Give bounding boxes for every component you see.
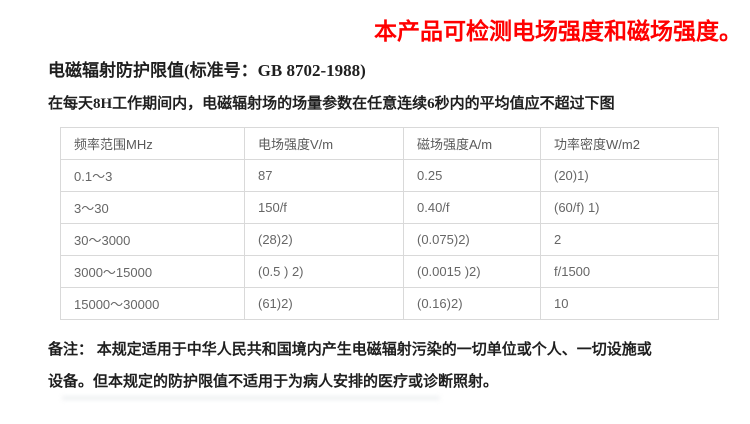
cell-frequency: 30～3000 [60,223,245,256]
header-magnetic-field: 磁场强度A/m [403,127,541,160]
radiation-limits-table: 频率范围MHz 电场强度V/m 磁场强度A/m 功率密度W/m2 0.1～3 8… [60,127,719,320]
cell-power-density: (60/f) 1) [540,191,719,224]
header-frequency-range: 频率范围MHz [60,127,245,160]
table-row: 15000～30000 (61)2) (0.16)2) 10 [60,287,719,320]
cell-power-density: 10 [540,287,719,320]
header-power-density: 功率密度W/m2 [540,127,719,160]
cell-magnetic-field: (0.075)2) [403,223,541,256]
cell-magnetic-field: (0.0015 )2) [403,255,541,288]
remarks-line-2: 设备。但本规定的防护限值不适用于为病人安排的医疗或诊断照射。 [48,374,499,390]
cell-magnetic-field: 0.25 [403,159,541,192]
cutoff-text-artifact [62,396,440,400]
cell-electric-field: (28)2) [244,223,404,256]
cell-frequency: 15000～30000 [60,287,245,320]
cell-electric-field: 87 [244,159,404,192]
cell-electric-field: (0.5 ) 2) [244,255,404,288]
cell-power-density: (20)1) [540,159,719,192]
remarks-line-1: 备注： 本规定适用于中华人民共和国境内产生电磁辐射污染的一切单位或个人、一切设施… [48,342,652,358]
cell-power-density: f/1500 [540,255,719,288]
cell-electric-field: (61)2) [244,287,404,320]
cell-power-density: 2 [540,223,719,256]
cell-electric-field: 150/f [244,191,404,224]
page-title: 电磁辐射防护限值(标准号：GB 8702-1988) [48,61,366,80]
cell-magnetic-field: (0.16)2) [403,287,541,320]
table-row: 3～30 150/f 0.40/f (60/f) 1) [60,191,719,224]
table-header-row: 频率范围MHz 电场强度V/m 磁场强度A/m 功率密度W/m2 [60,127,719,160]
product-claim-banner: 本产品可检测电场强度和磁场强度。 [374,18,742,44]
table-row: 0.1～3 87 0.25 (20)1) [60,159,719,192]
table-row: 3000～15000 (0.5 ) 2) (0.0015 )2) f/1500 [60,255,719,288]
page-subtitle: 在每天8H工作期间内，电磁辐射场的场量参数在任意连续6秒内的平均值应不超过下图 [48,96,615,112]
cell-frequency: 3000～15000 [60,255,245,288]
table-row: 30～3000 (28)2) (0.075)2) 2 [60,223,719,256]
header-electric-field: 电场强度V/m [244,127,404,160]
cell-frequency: 3～30 [60,191,245,224]
remarks-block: 备注： 本规定适用于中华人民共和国境内产生电磁辐射污染的一切单位或个人、一切设施… [48,334,652,398]
cell-magnetic-field: 0.40/f [403,191,541,224]
cell-frequency: 0.1～3 [60,159,245,192]
